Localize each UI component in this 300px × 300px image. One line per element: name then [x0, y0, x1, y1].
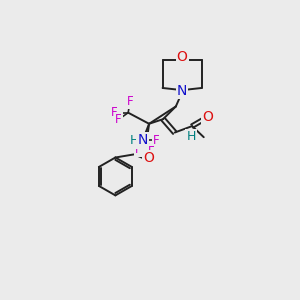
Text: N: N	[137, 134, 148, 147]
Text: F: F	[135, 143, 141, 156]
Text: O: O	[202, 110, 213, 124]
Text: F: F	[127, 94, 133, 108]
Text: F: F	[153, 134, 160, 147]
Text: H: H	[186, 130, 196, 143]
Text: N: N	[177, 84, 187, 98]
Text: F: F	[115, 113, 122, 126]
Text: F: F	[148, 145, 155, 158]
Text: H: H	[129, 134, 139, 147]
Text: F: F	[110, 106, 117, 119]
Text: O: O	[143, 152, 154, 165]
Text: O: O	[177, 50, 188, 64]
